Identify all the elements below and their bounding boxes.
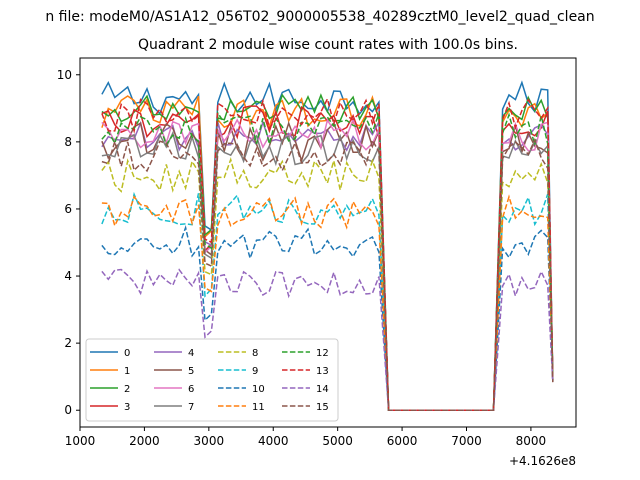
y-tick-label: 4 [64,269,72,283]
series-line-14 [101,268,554,411]
series-line-13 [101,96,554,411]
legend-label-9: 9 [252,366,258,377]
legend-label-6: 6 [188,384,194,395]
legend-label-8: 8 [252,348,258,359]
legend-label-13: 13 [316,366,329,377]
y-tick-label: 8 [64,135,72,149]
legend-label-2: 2 [124,384,130,395]
legend-label-1: 1 [124,366,130,377]
y-tick-label: 6 [64,202,72,216]
y-tick-label: 0 [64,403,72,417]
legend-label-15: 15 [316,402,329,413]
x-tick-label: 8000 [516,434,547,448]
x-tick-label: 7000 [451,434,482,448]
y-tick-label: 10 [57,68,72,82]
plot-area [101,80,554,411]
x-tick-label: 6000 [387,434,418,448]
series-line-15 [101,137,554,411]
axes-frame [79,57,577,428]
y-tick-label: 2 [64,336,72,350]
legend-label-11: 11 [252,402,265,413]
legend-label-5: 5 [188,366,194,377]
legend-label-7: 7 [188,402,194,413]
x-tick-label: 2000 [129,434,160,448]
x-tick-label: 5000 [322,434,353,448]
figure-suptitle: n file: modeM0/AS1A12_056T02_9000005538_… [45,9,594,25]
x-axis-offset-label: +4.1626e8 [509,454,576,468]
legend-label-10: 10 [252,384,265,395]
legend-label-4: 4 [188,348,194,359]
legend-label-12: 12 [316,348,329,359]
series-line-11 [101,194,554,411]
legend-box [85,338,339,422]
chart-title: Quadrant 2 module wise count rates with … [138,37,518,53]
x-tick-label: 4000 [258,434,289,448]
x-tick-label: 1000 [65,434,96,448]
legend-label-3: 3 [124,402,130,413]
legend-label-0: 0 [124,348,130,359]
x-tick-label: 3000 [194,434,225,448]
legend-label-14: 14 [316,384,329,395]
